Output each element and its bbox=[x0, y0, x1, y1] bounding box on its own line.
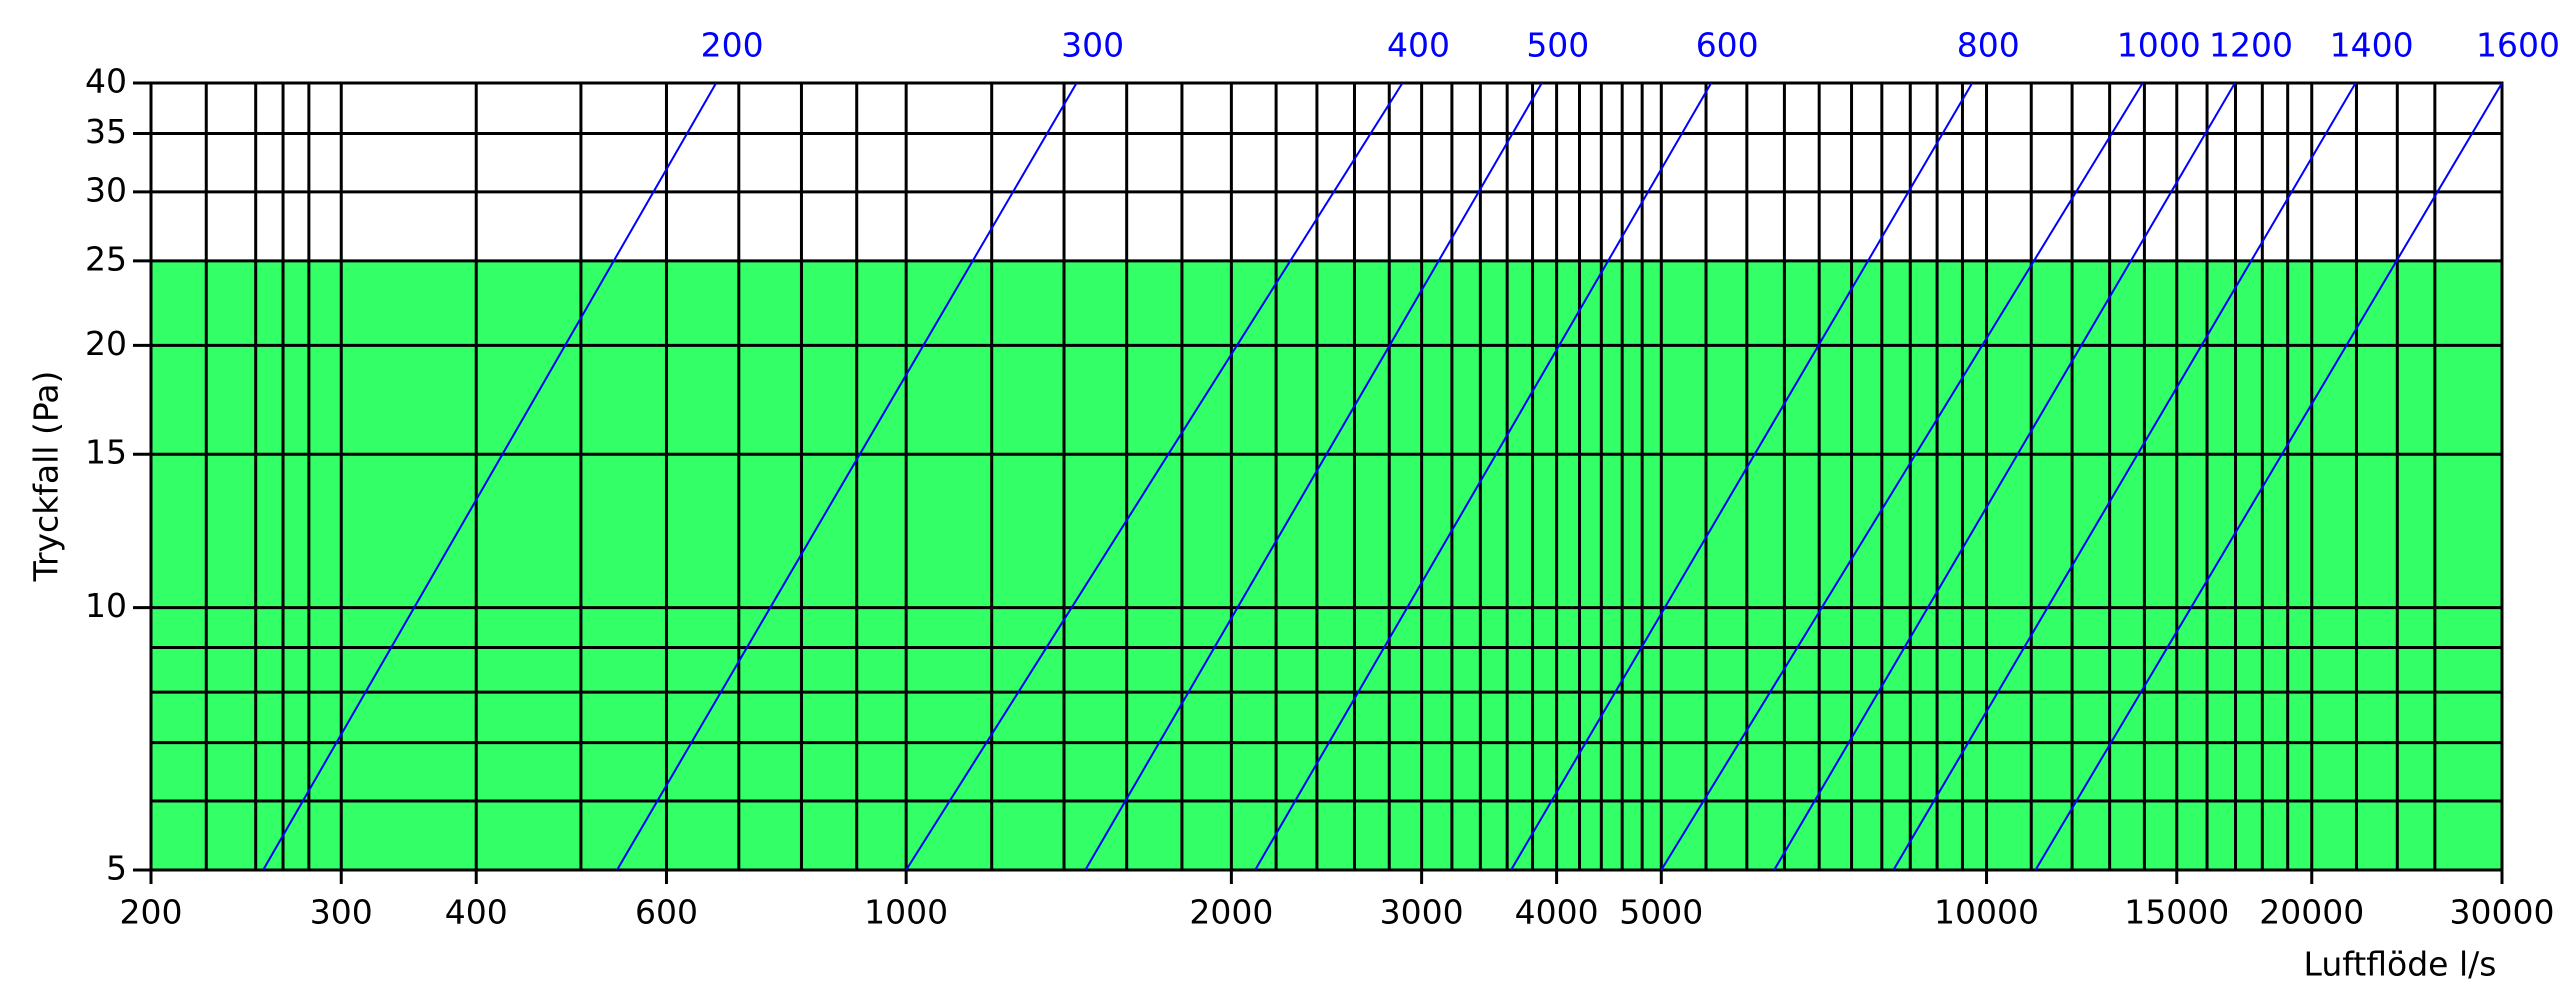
x-tick-label: 30000 bbox=[2450, 893, 2555, 932]
series-label: 400 bbox=[1387, 26, 1450, 65]
y-tick-label: 35 bbox=[85, 112, 127, 151]
x-tick-label: 600 bbox=[635, 893, 698, 932]
series-label: 1400 bbox=[2330, 26, 2414, 65]
y-tick-label: 30 bbox=[85, 170, 127, 209]
x-tick-label: 1000 bbox=[864, 893, 948, 932]
y-tick-label: 10 bbox=[85, 586, 127, 625]
y-tick-label: 5 bbox=[106, 849, 127, 888]
series-label: 800 bbox=[1957, 26, 2020, 65]
series-label: 500 bbox=[1526, 26, 1589, 65]
series-line bbox=[2034, 82, 2503, 871]
series-line bbox=[1660, 82, 2144, 871]
series-label: 1200 bbox=[2209, 26, 2293, 65]
series-line bbox=[1254, 82, 1713, 871]
series-line bbox=[1892, 82, 2357, 871]
x-tick-label: 10000 bbox=[1934, 893, 2039, 932]
series-line bbox=[1510, 82, 1974, 871]
series-label: 600 bbox=[1696, 26, 1759, 65]
y-tick-label: 20 bbox=[85, 324, 127, 363]
shaded-band bbox=[151, 260, 2502, 870]
x-tick-label: 200 bbox=[120, 893, 183, 932]
series-label: 1000 bbox=[2117, 26, 2201, 65]
series-label: 1600 bbox=[2476, 26, 2560, 65]
series-line bbox=[262, 82, 718, 871]
x-tick-label: 300 bbox=[310, 893, 373, 932]
x-tick-label: 4000 bbox=[1515, 893, 1599, 932]
series-line bbox=[616, 82, 1078, 871]
y-tick-label: 25 bbox=[85, 239, 127, 278]
x-tick-label: 2000 bbox=[1189, 893, 1273, 932]
series-line bbox=[1084, 82, 1543, 871]
x-tick-label: 3000 bbox=[1380, 893, 1464, 932]
x-tick-label: 400 bbox=[445, 893, 508, 932]
series-label: 200 bbox=[701, 26, 764, 65]
y-tick-label: 40 bbox=[85, 62, 127, 101]
series-label: 300 bbox=[1061, 26, 1124, 65]
y-axis-label: Tryckfall (Pa) bbox=[27, 371, 66, 583]
plot-frame bbox=[149, 81, 2504, 872]
x-tick-label: 5000 bbox=[1619, 893, 1703, 932]
y-tick-label: 15 bbox=[85, 433, 127, 472]
x-axis-label: Luftflöde l/s bbox=[2304, 945, 2497, 984]
series-line bbox=[1773, 82, 2236, 871]
series-line bbox=[905, 82, 1404, 871]
x-tick-label: 20000 bbox=[2259, 893, 2364, 932]
x-tick-label: 15000 bbox=[2124, 893, 2229, 932]
